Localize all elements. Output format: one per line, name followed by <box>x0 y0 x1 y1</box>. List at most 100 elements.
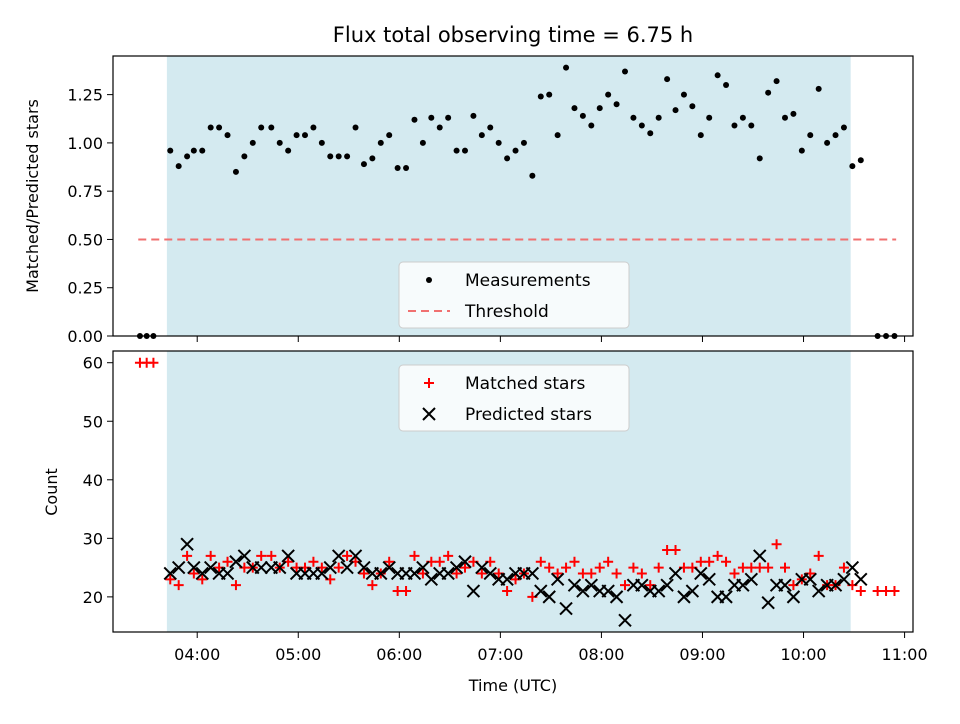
bottom-legend <box>398 364 630 432</box>
predicted-stars-point <box>407 566 422 581</box>
bottom-xtick-label: 11:00 <box>882 645 928 664</box>
predicted-stars-point <box>837 572 851 587</box>
measurement-point <box>369 155 376 162</box>
predicted-stars-point <box>845 560 860 575</box>
measurement-point <box>832 132 839 139</box>
top-ytick-label: 0.00 <box>67 327 103 346</box>
matched-stars-point <box>401 586 412 597</box>
matched-stars-point <box>502 586 513 597</box>
matched-stars-point <box>222 556 233 567</box>
predicted-stars-point <box>778 578 792 592</box>
measurement-point <box>596 105 603 112</box>
predicted-stars-point <box>719 590 733 604</box>
matched-stars-point <box>838 562 849 573</box>
measurement-point <box>360 161 367 168</box>
measurement-point <box>184 153 191 160</box>
matched-stars-point <box>586 568 597 579</box>
top-axes-frame <box>112 55 914 337</box>
measurement-point <box>285 147 292 154</box>
matched-stars-point <box>197 574 208 585</box>
measurement-point <box>773 78 780 85</box>
measurement-point <box>630 114 637 121</box>
measurement-point <box>731 122 738 129</box>
measurement-point <box>207 124 214 131</box>
measurement-point <box>798 147 805 154</box>
matched-stars-point <box>476 568 487 579</box>
predicted-stars-point <box>550 572 565 587</box>
top-chart-ylabel: Matched/Predicted stars <box>23 99 42 293</box>
measurement-point <box>537 93 544 100</box>
measurement-point <box>377 139 384 146</box>
top-ytick-label: 0.50 <box>67 230 103 249</box>
measurement-point <box>571 105 578 112</box>
matched-stars-point <box>872 586 883 597</box>
measurement-point <box>445 114 452 121</box>
measurement-point <box>664 76 671 83</box>
measurement-point <box>268 124 275 131</box>
measurement-point <box>857 157 864 164</box>
measurement-point <box>723 81 730 88</box>
measurement-point <box>815 85 822 92</box>
measurement-point <box>824 139 831 146</box>
predicted-stars-point <box>357 560 371 575</box>
matched-stars-point <box>881 586 892 597</box>
matched-stars-point <box>737 562 748 573</box>
matched-stars-point <box>308 556 319 567</box>
matched-stars-point <box>594 562 605 573</box>
predicted-stars-point <box>542 590 556 604</box>
predicted-stars-point <box>753 549 767 563</box>
measurement-point <box>394 165 401 171</box>
measurement-point <box>428 114 435 121</box>
measurement-point <box>807 132 814 139</box>
measurement-point <box>335 153 342 160</box>
bottom-ytick-label: 40 <box>83 471 103 490</box>
predicted-stars-point <box>466 584 481 598</box>
matched-stars-point <box>384 556 395 567</box>
predicted-stars-point <box>660 578 674 592</box>
predicted-stars-point <box>736 578 750 592</box>
matched-stars-point <box>460 562 470 573</box>
measurement-point <box>470 112 477 119</box>
measurement-point <box>352 124 359 131</box>
measurement-point <box>756 155 763 162</box>
top-ytick-label: 0.25 <box>67 279 103 298</box>
matched-stars-point <box>628 562 639 573</box>
measurement-point <box>411 116 418 123</box>
predicted-stars-point <box>195 566 209 581</box>
legend-matched-swatch <box>424 378 434 388</box>
measurement-point <box>605 91 612 98</box>
bottom-xtick-label: 04:00 <box>174 645 220 664</box>
bottom-chart-ylabel: Count <box>42 468 61 516</box>
measurement-point <box>579 112 586 119</box>
bottom-plot-panel: 20 30 40 50 60 04:00 05:00 06:00 07:00 08:00 09:00… <box>83 350 928 664</box>
matched-stars-point <box>342 550 353 561</box>
predicted-stars-point <box>525 566 540 581</box>
matched-stars-point <box>544 562 555 573</box>
measurement-point <box>554 132 561 139</box>
measurement-point <box>344 153 351 160</box>
measurement-point <box>563 64 570 71</box>
measurement-point <box>680 91 687 98</box>
predicted-stars-point <box>171 560 186 575</box>
measurement-point <box>241 153 248 160</box>
predicted-stars-point <box>273 560 287 575</box>
predicted-stars-point <box>618 613 632 627</box>
matched-stars-point <box>620 580 630 591</box>
predicted-stars-point <box>281 549 295 563</box>
measurement-point <box>638 122 645 129</box>
measurement-point <box>782 114 788 121</box>
measurement-point <box>672 107 679 114</box>
measurement-point <box>697 132 704 139</box>
matched-stars-point <box>855 586 866 597</box>
matched-stars-point <box>561 562 572 573</box>
matched-stars-point <box>721 556 732 567</box>
measurement-point <box>739 114 746 121</box>
matched-stars-point <box>763 562 774 573</box>
matched-stars-point <box>358 568 369 579</box>
bottom-ytick-label: 20 <box>83 588 103 607</box>
predicted-stars-point <box>449 560 464 575</box>
matched-stars-point <box>603 556 614 567</box>
matched-stars-point <box>889 586 900 597</box>
predicted-stars-point <box>828 578 843 592</box>
predicted-stars-point <box>374 566 388 581</box>
